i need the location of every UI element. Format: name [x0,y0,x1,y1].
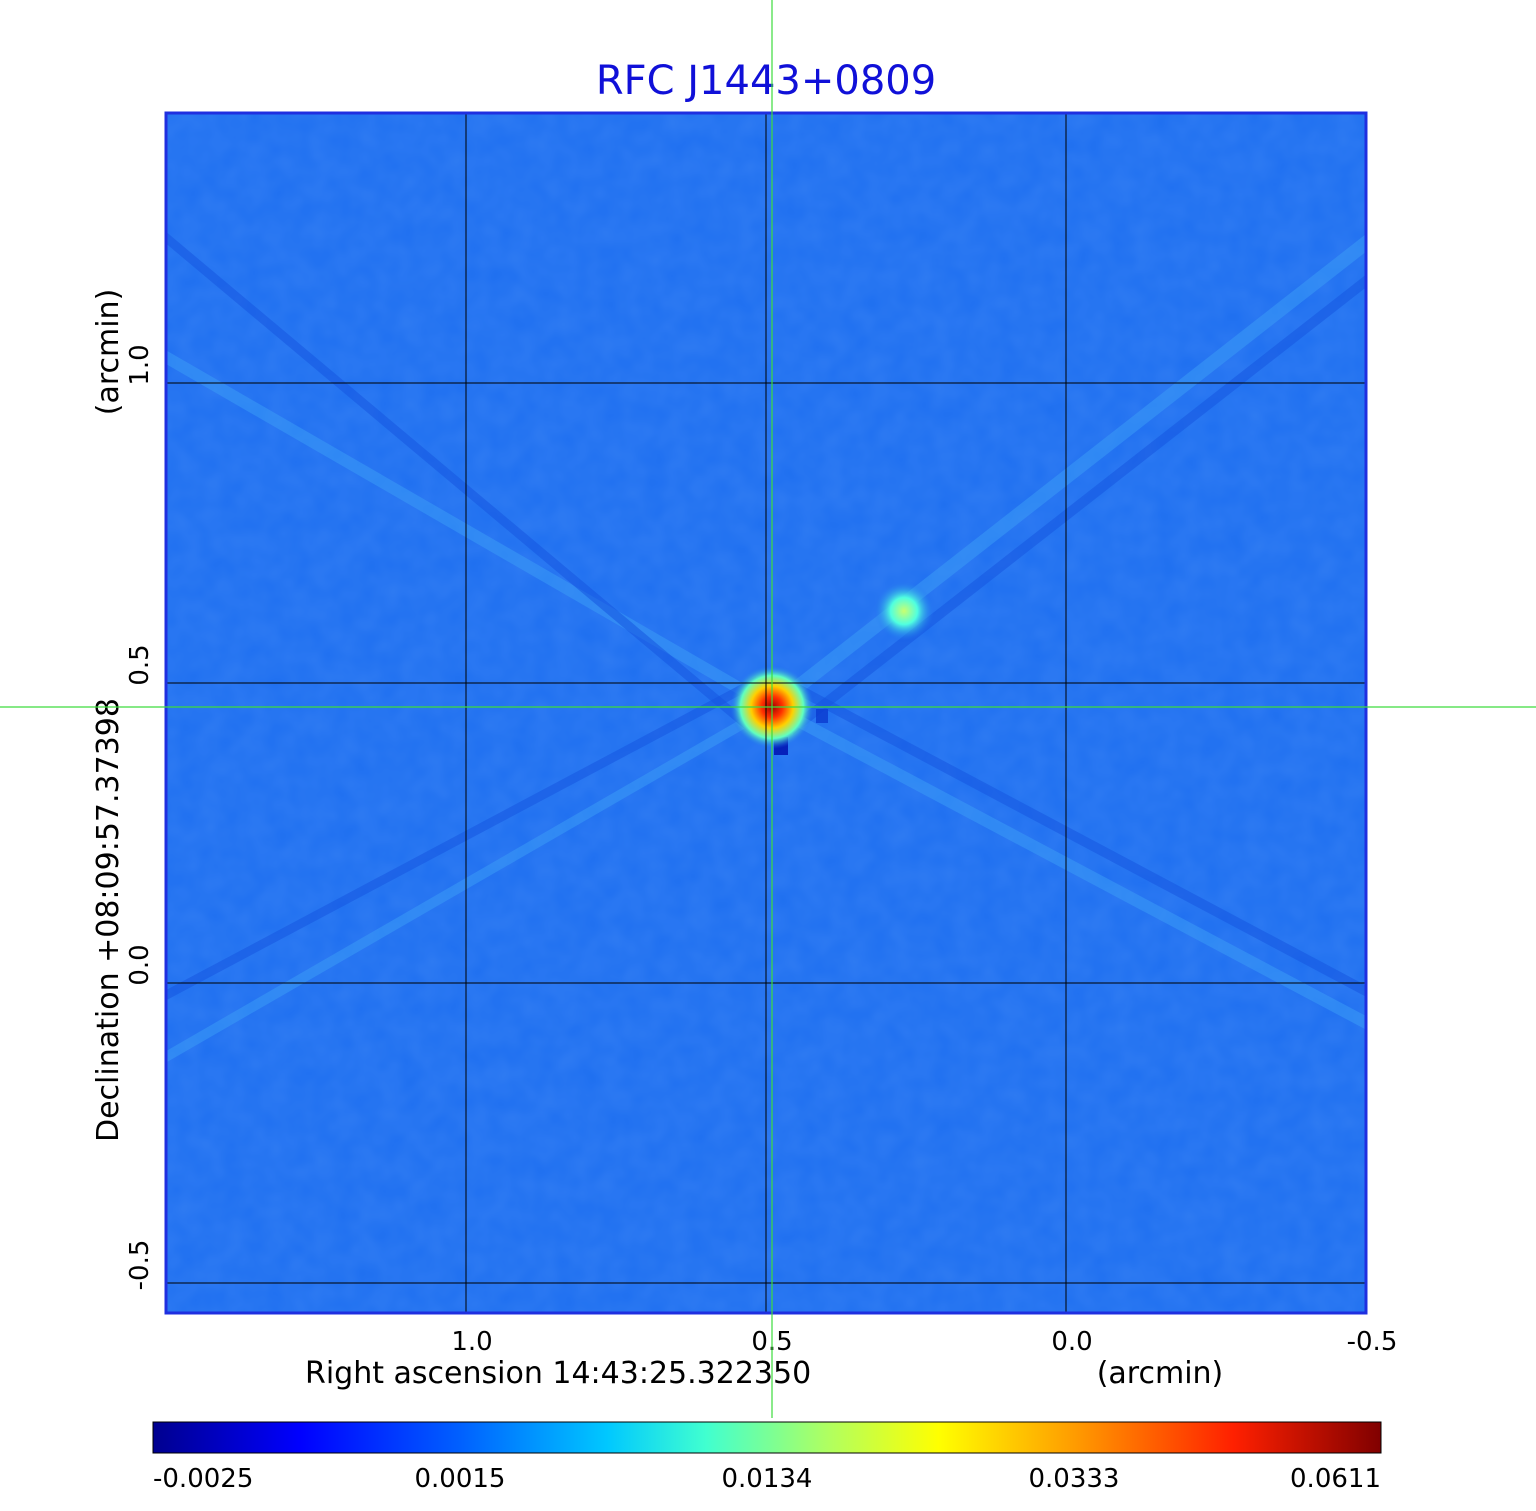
streak-0 [767,234,1366,713]
crosshair [0,0,1536,1418]
x-tick-label: -0.5 [1347,1327,1398,1357]
y-tick-label: 0.0 [125,944,155,985]
streak-1 [787,274,1366,735]
colorbar-tick-label: 0.0134 [722,1464,813,1494]
negative-pixel [816,709,828,723]
y-axis-unit: (arcmin) [91,289,126,416]
x-tick-labels: 1.0 0.5 0.0 -0.5 [451,1327,1397,1357]
colorbar [152,1421,1382,1454]
y-tick-label: 1.0 [125,344,155,385]
streak-2 [769,701,1366,1030]
x-axis-unit: (arcmin) [1097,1356,1224,1391]
y-tick-label: -0.5 [125,1240,155,1291]
plot-frame [164,111,1368,1315]
source-secondary [874,581,934,641]
y-tick-labels: -0.5 0.0 0.5 1.0 [125,344,155,1290]
colorbar-tick-label: -0.0025 [153,1464,253,1494]
colorbar-tick-labels: -0.0025 0.0015 0.0134 0.0333 0.0611 [153,1464,1381,1494]
plot-area [166,113,1366,1313]
x-tick-label: 0.0 [1051,1327,1092,1357]
colorbar-tick-label: 0.0015 [415,1464,506,1494]
streak-4 [166,350,775,713]
streak-3 [782,677,1366,997]
x-axis-label: Right ascension 14:43:25.322350 [305,1356,811,1391]
y-axis-label: Declination +08:09:57.37398 [91,698,126,1142]
streak-6 [166,676,761,1001]
sidelobe-streaks [166,231,1366,1063]
colorbar-tick-label: 0.0333 [1029,1464,1120,1494]
grid [166,113,1366,1313]
chart-title: RFC J1443+0809 [596,58,936,104]
streak-7 [166,231,756,734]
colorbar-tick-label: 0.0611 [1290,1464,1381,1494]
streak-5 [166,702,775,1063]
x-tick-label: 1.0 [451,1327,492,1357]
y-tick-label: 0.5 [125,644,155,685]
